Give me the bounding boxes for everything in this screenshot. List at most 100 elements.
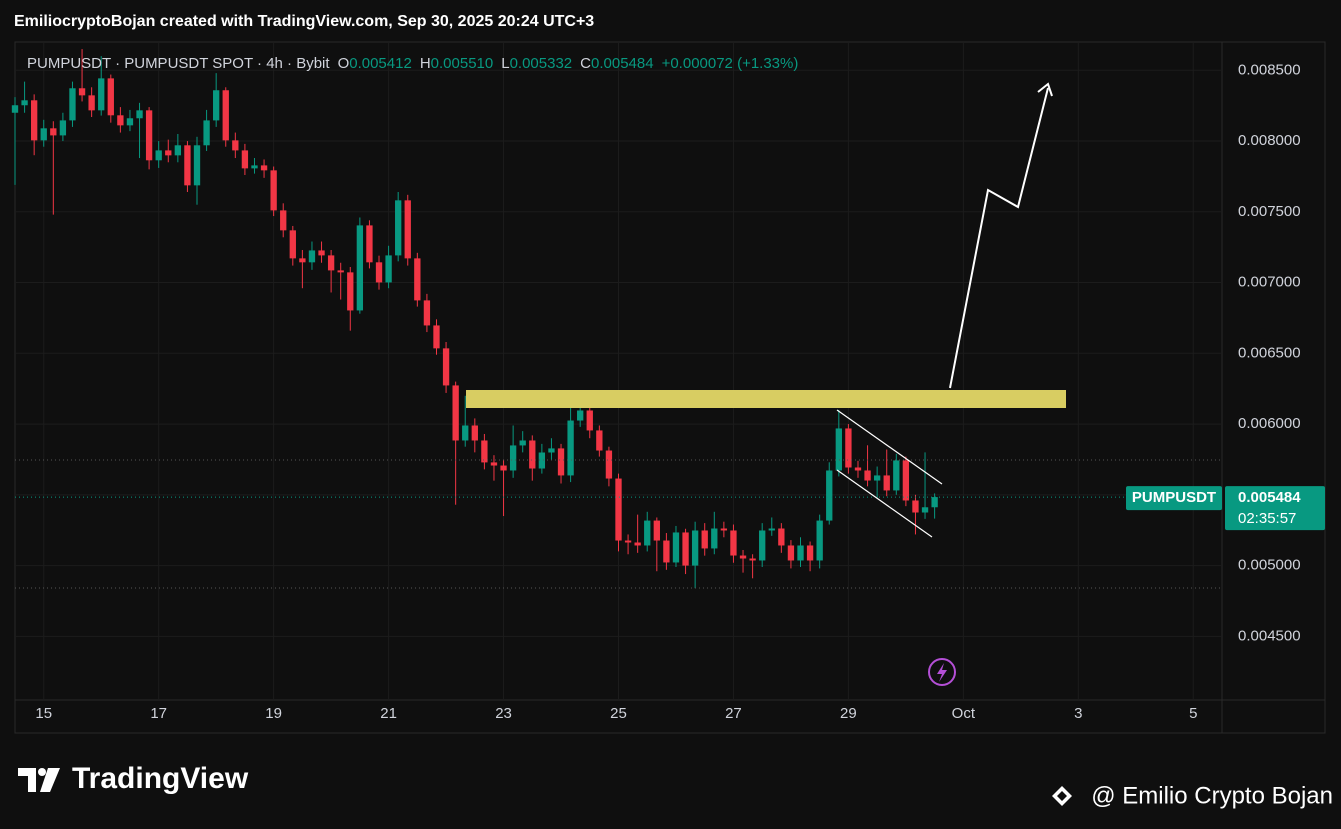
ohlc-value: 0.005510 bbox=[431, 55, 494, 72]
candle-body bbox=[375, 262, 383, 283]
y-tick-label: 0.004500 bbox=[1238, 627, 1301, 644]
x-tick-label: 21 bbox=[380, 705, 397, 722]
candle-body bbox=[30, 100, 38, 141]
candle-body bbox=[222, 90, 229, 141]
candle-body bbox=[653, 520, 660, 541]
candle-body bbox=[644, 520, 651, 546]
arrow-head bbox=[1037, 82, 1053, 97]
ohlc-value: 0.005484 bbox=[591, 55, 654, 72]
y-tick-label: 0.007000 bbox=[1238, 274, 1301, 291]
ohlc-value: 0.005412 bbox=[349, 55, 412, 72]
candle-body bbox=[615, 478, 622, 541]
candle-body bbox=[921, 507, 929, 513]
candle-body bbox=[893, 460, 900, 491]
brand-logo bbox=[18, 768, 60, 792]
x-tick-label: 15 bbox=[35, 705, 52, 722]
candle-body bbox=[509, 445, 517, 471]
legend: PUMPUSDT · PUMPUSDT SPOT · 4h · Bybit O 0.… bbox=[27, 55, 798, 72]
candle-body bbox=[538, 452, 546, 469]
candle-body bbox=[117, 115, 124, 126]
ohlc-key: L bbox=[501, 55, 509, 72]
ohlc-key: C bbox=[580, 55, 591, 72]
candle-body bbox=[557, 448, 565, 476]
candle-body bbox=[145, 110, 153, 161]
candle-body bbox=[797, 545, 804, 561]
candle-body bbox=[912, 500, 919, 513]
candle-body bbox=[232, 140, 239, 151]
x-tick-label: 27 bbox=[725, 705, 742, 722]
candle-body bbox=[299, 258, 306, 263]
candle-body bbox=[136, 110, 143, 119]
candle-body bbox=[337, 270, 344, 273]
ohlc-change: +0.000072 (+1.33%) bbox=[662, 55, 799, 72]
candle-body bbox=[596, 430, 603, 451]
x-tick-label: 5 bbox=[1189, 705, 1197, 722]
candle-body bbox=[193, 145, 201, 186]
candle-body bbox=[318, 250, 325, 256]
candle-body bbox=[126, 118, 134, 126]
candle-body bbox=[260, 165, 268, 171]
candle-body bbox=[184, 145, 191, 186]
symbol-tag-bg bbox=[1126, 486, 1222, 511]
candle-body bbox=[845, 428, 852, 468]
candle-body bbox=[366, 225, 373, 263]
candle-body bbox=[356, 225, 364, 311]
candle-body bbox=[873, 475, 881, 481]
watermark: @ Emilio Crypto Bojan bbox=[1091, 782, 1333, 809]
x-tick-label: 19 bbox=[265, 705, 282, 722]
candle-body bbox=[433, 325, 440, 349]
candle-body bbox=[816, 520, 823, 561]
price-tag-bg bbox=[1225, 486, 1325, 531]
candle-body bbox=[395, 200, 402, 256]
candle-body bbox=[251, 165, 258, 169]
ohlc-value: 0.005332 bbox=[510, 55, 573, 72]
candle-body bbox=[624, 540, 632, 543]
candle-body bbox=[490, 462, 498, 466]
candle-body bbox=[88, 95, 95, 111]
candle-body bbox=[577, 410, 584, 421]
x-tick-label: 25 bbox=[610, 705, 627, 722]
candle-body bbox=[59, 120, 67, 136]
candle-body bbox=[165, 150, 172, 156]
candle-body bbox=[452, 385, 459, 441]
candle-body bbox=[548, 448, 555, 453]
ohlc-key: H bbox=[420, 55, 431, 72]
candles bbox=[11, 49, 1222, 589]
y-tick-label: 0.006500 bbox=[1238, 344, 1301, 361]
resistance-zone bbox=[466, 390, 1066, 408]
candle-body bbox=[385, 255, 392, 283]
candle-body bbox=[98, 78, 105, 111]
symbol-tag: PUMPUSDT bbox=[1132, 489, 1216, 506]
price-tag-value: 0.005484 bbox=[1238, 489, 1301, 506]
y-tick-label: 0.007500 bbox=[1238, 203, 1301, 220]
candle-body bbox=[759, 530, 766, 561]
y-tick-label: 0.005000 bbox=[1238, 557, 1301, 574]
candle-body bbox=[711, 528, 718, 549]
y-tick-label: 0.008500 bbox=[1238, 61, 1301, 78]
candle-body bbox=[174, 145, 182, 156]
candle-body bbox=[768, 528, 775, 531]
candle-body bbox=[404, 200, 411, 259]
candle-body bbox=[739, 555, 747, 559]
ohlc-key: O bbox=[338, 55, 350, 72]
candle-body bbox=[327, 255, 335, 271]
candle-body bbox=[50, 128, 57, 136]
candle-body bbox=[21, 100, 28, 106]
candle-body bbox=[347, 272, 354, 311]
candle-body bbox=[423, 300, 431, 326]
y-tick-label: 0.008000 bbox=[1238, 132, 1301, 149]
candle-body bbox=[500, 465, 507, 471]
candle-body bbox=[11, 105, 19, 113]
candle-body bbox=[155, 150, 162, 161]
candle-body bbox=[586, 410, 593, 431]
watermark-icon bbox=[1052, 786, 1072, 806]
candle-body bbox=[107, 78, 114, 116]
candle-body bbox=[672, 532, 680, 563]
candle-body bbox=[567, 420, 574, 476]
candle-body bbox=[213, 90, 220, 121]
x-tick-label: 29 bbox=[840, 705, 857, 722]
symbol-title: PUMPUSDT · PUMPUSDT SPOT · 4h · Bybit bbox=[27, 55, 330, 72]
candle-body bbox=[414, 258, 421, 301]
candle-body bbox=[529, 440, 536, 469]
